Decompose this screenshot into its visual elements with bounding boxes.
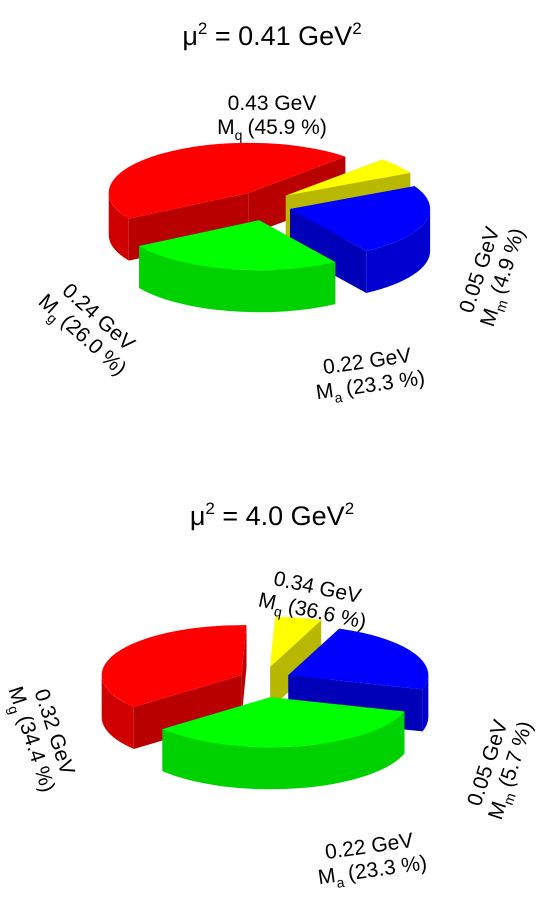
pie-slice-g — [162, 697, 405, 748]
pie-slice-q — [101, 625, 247, 708]
slice-share-label: Ma(23.3 %) — [317, 851, 429, 893]
chart-title: μ2 = 4.0 GeV2 — [190, 499, 354, 531]
pie-slice-side — [108, 192, 129, 261]
pie-slice-side — [139, 245, 336, 313]
slice-symbol: M — [476, 306, 503, 330]
slice-subscript: m — [500, 791, 519, 807]
slice-symbol: M — [3, 684, 30, 708]
slice-symbol: M — [315, 379, 336, 404]
chart-title-part: = 0.41 GeV — [207, 21, 352, 51]
chart-title-part: 2 — [205, 499, 214, 518]
pie-slice-q — [108, 142, 346, 219]
pie-slice-side — [162, 711, 405, 790]
slice-subscript: q — [235, 127, 243, 143]
pie-slice-a — [290, 186, 431, 251]
slice-mass-label: 0.43 GeV — [228, 92, 317, 115]
pie-slice-wall — [290, 209, 367, 293]
slice-subscript: q — [273, 603, 284, 620]
slice-symbol: M — [256, 588, 278, 614]
pie-slice-side — [366, 209, 431, 293]
pie-slice-m — [270, 616, 322, 667]
pie-slice-side — [101, 675, 134, 750]
slice-subscript: a — [333, 389, 343, 406]
slice-subscript: g — [5, 704, 23, 716]
slice-subscript: m — [492, 298, 511, 314]
pie-slice-a — [288, 628, 429, 690]
chart-title-part: 2 — [345, 499, 354, 518]
slice-symbol: M — [484, 799, 511, 823]
slice-symbol: M — [317, 864, 338, 889]
chart-title-part: = 4.0 GeV — [215, 501, 345, 531]
slice-subscript: a — [335, 874, 345, 891]
slice-share-label: Mq (45.9 %) — [217, 116, 327, 143]
chart-title-part: μ — [182, 21, 198, 51]
chart-title-part: 2 — [198, 19, 207, 38]
chart-title: μ2 = 0.41 GeV2 — [182, 19, 361, 51]
pie-slice-wall — [133, 675, 242, 750]
chart-title-part: μ — [190, 501, 206, 531]
pie-slice-g — [139, 220, 336, 271]
pie-slice-wall — [241, 625, 247, 718]
pie-slice-m — [285, 159, 411, 196]
slice-percent: (45.9 %) — [247, 116, 326, 139]
slice-symbol: M — [217, 116, 235, 139]
pie-slice-side — [422, 675, 429, 732]
pie-slice-wall — [270, 620, 322, 709]
chart-title-part: 2 — [352, 19, 361, 38]
